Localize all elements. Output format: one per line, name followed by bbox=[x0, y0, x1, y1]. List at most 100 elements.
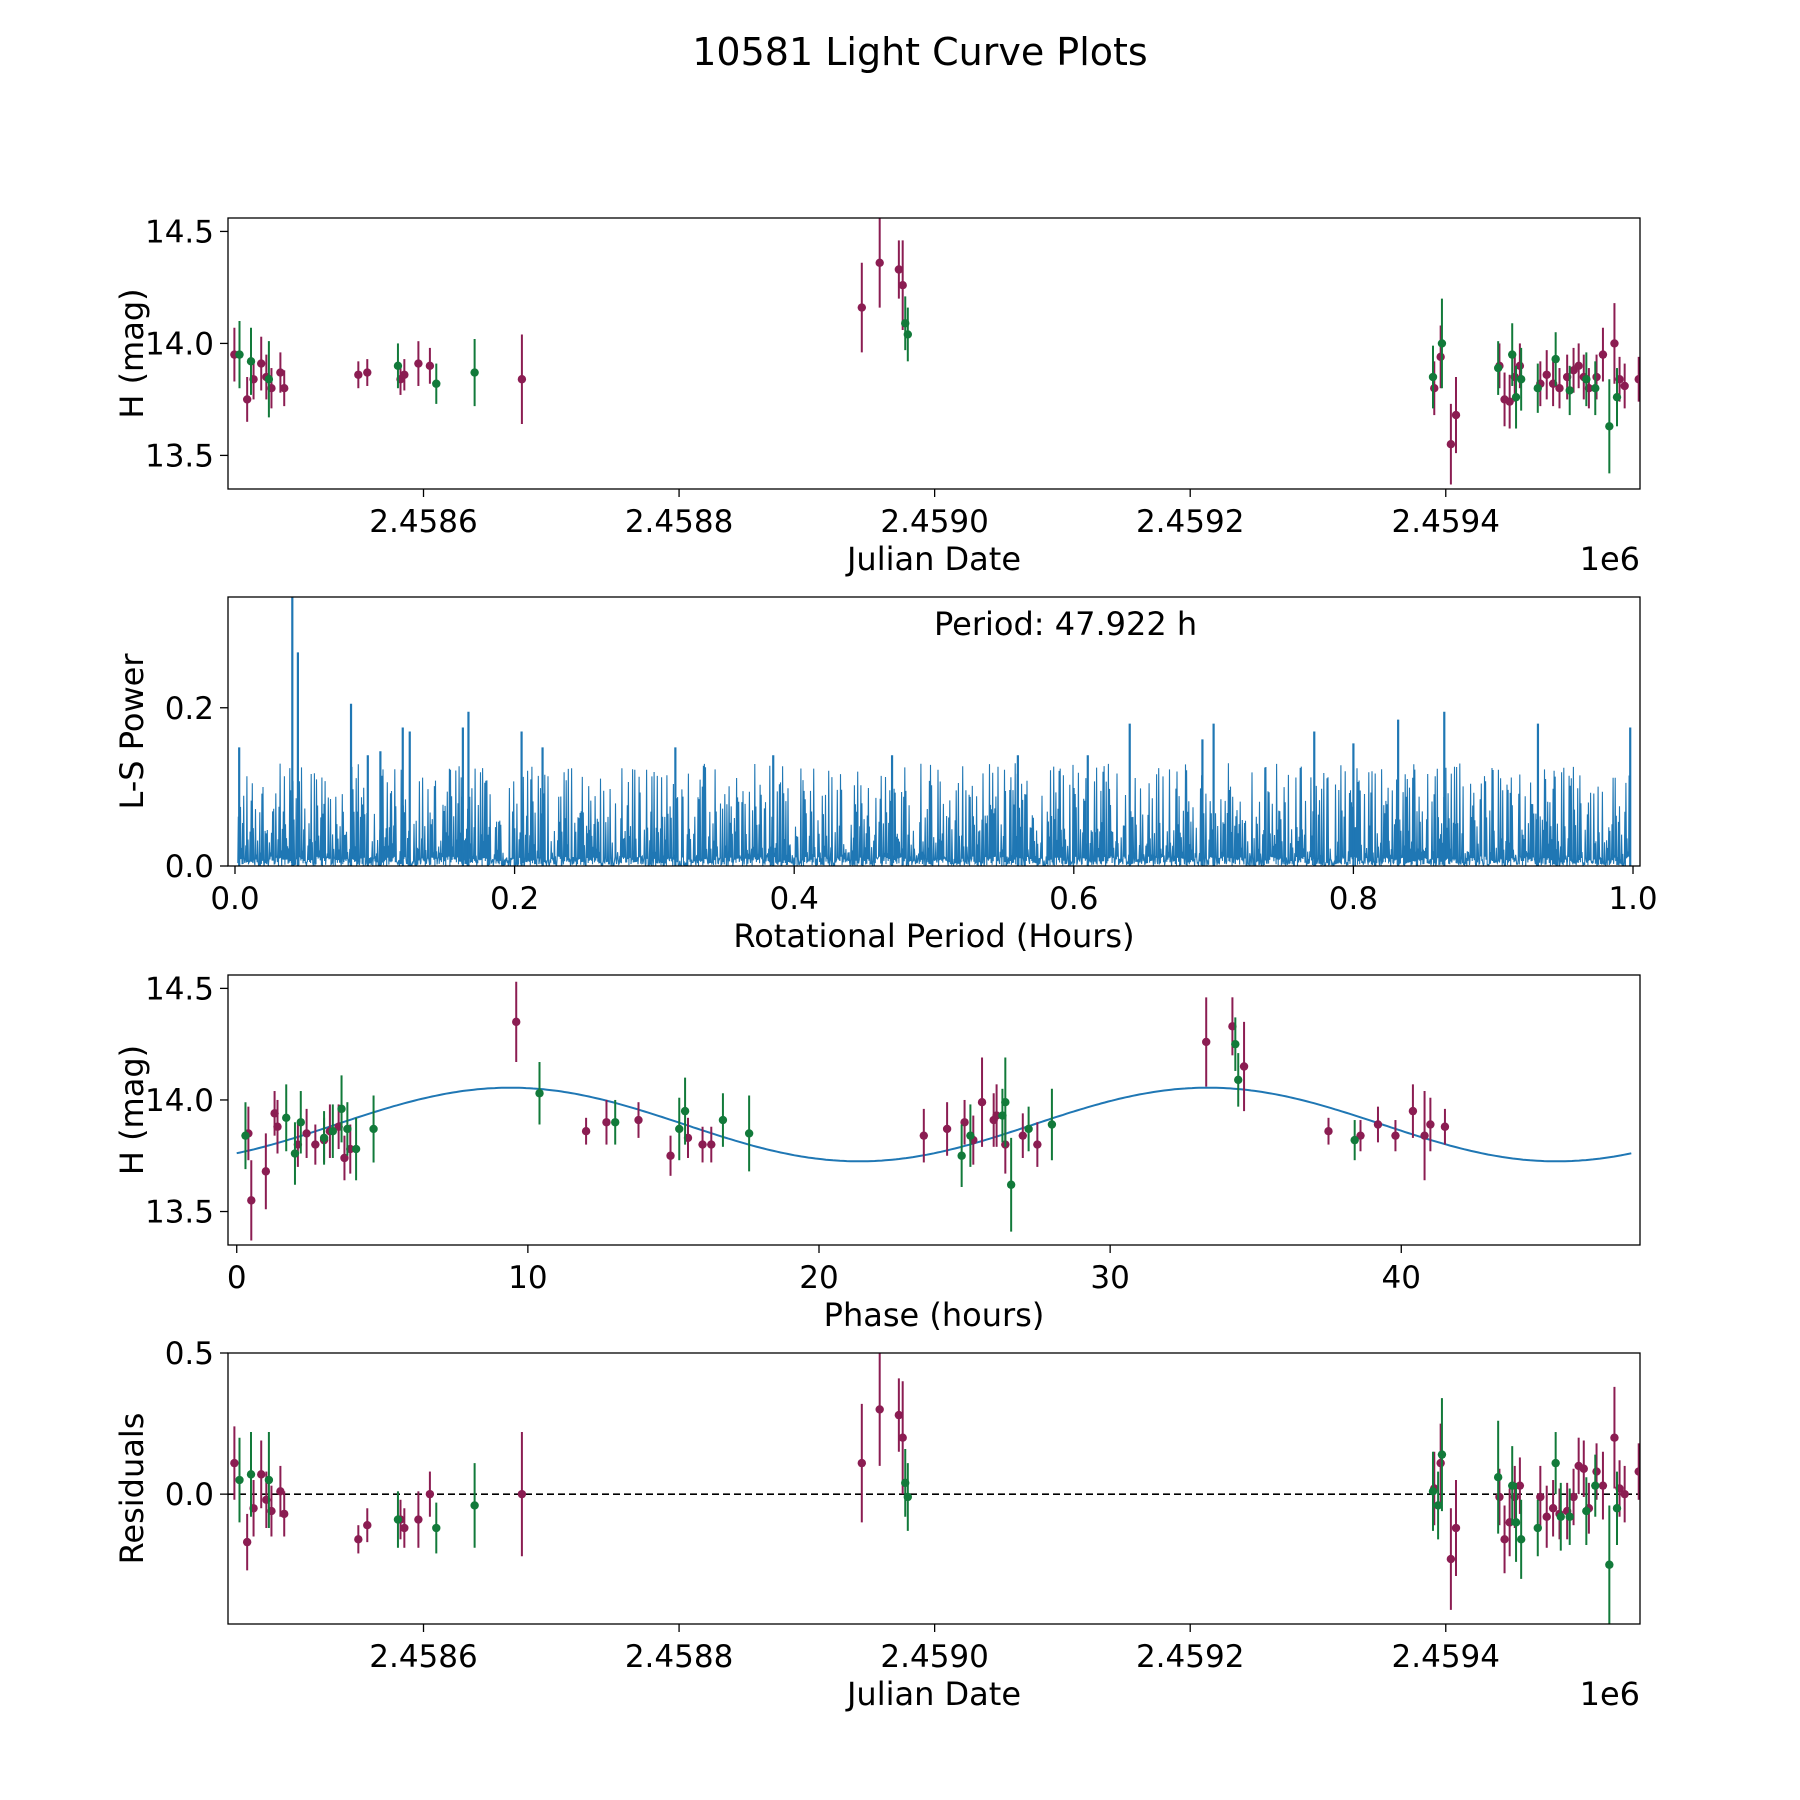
magenta-data-point bbox=[354, 1535, 363, 1544]
magenta-data-point bbox=[1654, 371, 1662, 379]
green-data-point bbox=[1516, 375, 1526, 384]
y-axis-label: L-S Power bbox=[113, 653, 151, 810]
green-data-point bbox=[1556, 1512, 1565, 1521]
magenta-data-point bbox=[1426, 1120, 1435, 1129]
magenta-data-point bbox=[1446, 1554, 1456, 1564]
green-data-point bbox=[680, 1106, 690, 1116]
magenta-data-point bbox=[857, 1458, 867, 1468]
green-data-point bbox=[1533, 384, 1542, 393]
green-data-point bbox=[1511, 1518, 1521, 1527]
magenta-data-point bbox=[1391, 1131, 1400, 1140]
x-tick-label: 2.4588 bbox=[625, 504, 733, 540]
y-tick-label: 14.5 bbox=[145, 971, 214, 1007]
green-data-point bbox=[264, 1475, 274, 1485]
x-tick-label: 40 bbox=[1382, 1260, 1421, 1296]
axes-frame bbox=[227, 217, 1641, 490]
magenta-data-point bbox=[1542, 370, 1551, 379]
magenta-data-point bbox=[1420, 1131, 1429, 1140]
magenta-data-point bbox=[894, 265, 904, 274]
green-data-point bbox=[337, 1104, 346, 1114]
magenta-data-point bbox=[400, 370, 409, 379]
magenta-data-point bbox=[1610, 339, 1619, 348]
green-data-point bbox=[470, 368, 479, 377]
green-data-point bbox=[328, 1126, 338, 1136]
green-data-point bbox=[535, 1089, 544, 1098]
magenta-data-point bbox=[1018, 1131, 1027, 1140]
green-data-point bbox=[1605, 1560, 1614, 1569]
x-tick-label: 0.8 bbox=[1329, 881, 1378, 917]
magenta-data-point bbox=[276, 1487, 285, 1496]
magenta-data-point bbox=[1620, 381, 1629, 391]
residuals-panel: 2.4586 2.4588 2.4590 2.4592 2.4594 0.0 0.5 Juli… bbox=[113, 1336, 1662, 1713]
magenta-data-point bbox=[1592, 372, 1601, 382]
green-data-point bbox=[246, 357, 256, 366]
magenta-data-point bbox=[311, 1140, 320, 1149]
magenta-data-point bbox=[1579, 1464, 1588, 1473]
magenta-data-point bbox=[1634, 1467, 1640, 1476]
green-data-point bbox=[1231, 1039, 1240, 1049]
magenta-data-point bbox=[273, 1122, 282, 1131]
magenta-data-point bbox=[977, 1097, 987, 1107]
magenta-data-point bbox=[242, 395, 252, 404]
green-data-point bbox=[393, 1515, 403, 1524]
green-data-point bbox=[1582, 375, 1591, 384]
magenta-data-point bbox=[257, 1470, 266, 1479]
green-data-point bbox=[1437, 339, 1447, 348]
magenta-data-point bbox=[257, 359, 266, 368]
y-tick-label: 0.2 bbox=[165, 691, 214, 727]
green-data-point bbox=[675, 1124, 684, 1134]
magenta-data-point bbox=[894, 1410, 904, 1420]
green-data-point bbox=[1006, 1180, 1016, 1189]
green-data-point bbox=[1001, 1097, 1010, 1107]
magenta-data-point bbox=[666, 1151, 675, 1160]
x-tick-label: 0.2 bbox=[490, 881, 539, 917]
green-data-point bbox=[432, 1523, 441, 1533]
magenta-data-point bbox=[1536, 1492, 1545, 1502]
x-tick-label: 10 bbox=[508, 1260, 547, 1296]
magenta-data-point bbox=[898, 280, 907, 290]
y-axis-label: H (mag) bbox=[113, 1045, 151, 1175]
axes-frame bbox=[227, 1352, 1641, 1625]
plot-area bbox=[230, 218, 1662, 485]
plot-area bbox=[237, 597, 1632, 866]
magenta-data-point bbox=[517, 1489, 527, 1499]
green-data-point bbox=[1047, 1120, 1057, 1129]
magenta-data-point bbox=[1555, 384, 1564, 393]
magenta-data-point bbox=[1634, 375, 1640, 384]
magenta-data-point bbox=[1202, 1037, 1211, 1047]
green-data-point bbox=[1350, 1135, 1359, 1145]
green-data-point bbox=[343, 1124, 352, 1134]
magenta-data-point bbox=[1569, 1492, 1578, 1502]
magenta-data-point bbox=[1239, 1062, 1249, 1071]
magenta-data-point bbox=[1654, 1470, 1662, 1478]
magenta-data-point bbox=[1505, 397, 1514, 406]
green-data-point bbox=[1591, 1481, 1600, 1490]
x-tick-label: 1.0 bbox=[1608, 881, 1657, 917]
magenta-data-point bbox=[875, 1405, 884, 1414]
green-data-point bbox=[290, 1149, 300, 1158]
magenta-data-point bbox=[1650, 366, 1658, 374]
green-data-point bbox=[744, 1129, 754, 1138]
periodogram-panel: 0.0 0.2 0.4 0.6 0.8 1.0 0.0 0.2 Rotational Perio… bbox=[113, 596, 1658, 955]
magenta-data-point bbox=[280, 384, 289, 393]
phased-curve-panel: 0 10 20 30 40 13.5 14.0 14.5 Phase (hours) H (mag… bbox=[113, 971, 1641, 1334]
magenta-data-point bbox=[942, 1124, 952, 1134]
model-curve bbox=[236, 1086, 1632, 1163]
green-data-point bbox=[1493, 363, 1503, 373]
x-offset-label: 1e6 bbox=[1580, 540, 1640, 578]
magenta-data-point bbox=[1436, 352, 1445, 362]
magenta-data-point bbox=[1436, 1458, 1445, 1468]
green-data-point bbox=[957, 1151, 966, 1160]
magenta-data-point bbox=[1500, 1535, 1509, 1544]
green-data-point bbox=[966, 1131, 975, 1140]
magenta-data-point bbox=[1620, 1489, 1629, 1499]
axes-frame bbox=[227, 974, 1641, 1246]
green-data-point bbox=[1508, 350, 1517, 359]
x-tick-label: 2.4592 bbox=[1136, 1639, 1244, 1675]
magenta-data-point bbox=[698, 1140, 707, 1149]
magenta-data-point bbox=[875, 258, 884, 267]
green-data-point bbox=[1428, 372, 1438, 382]
magenta-data-point bbox=[581, 1126, 591, 1136]
green-data-point bbox=[903, 1492, 913, 1502]
y-tick-label: 13.5 bbox=[145, 1195, 214, 1231]
